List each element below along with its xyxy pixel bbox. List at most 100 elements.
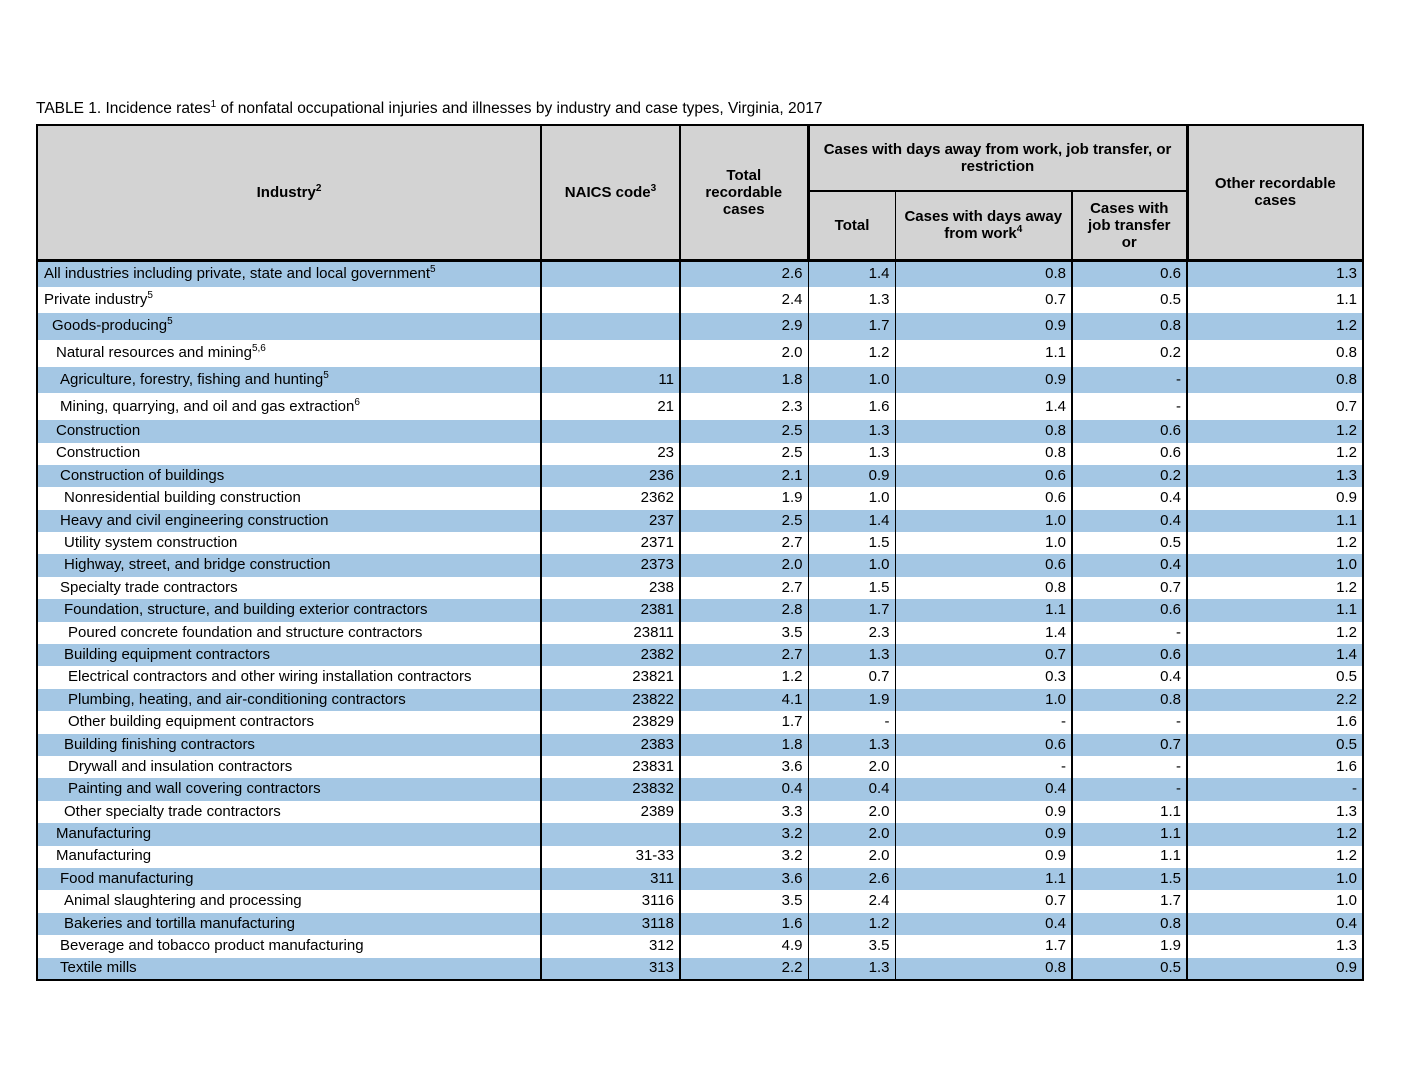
naics-cell: 23 bbox=[541, 442, 681, 465]
total-cell: 2.6 bbox=[808, 867, 896, 891]
naics-cell: 23832 bbox=[541, 778, 681, 801]
total-cell: 2.0 bbox=[808, 823, 896, 846]
other-cell: - bbox=[1187, 778, 1364, 801]
job-transfer-cell: 1.1 bbox=[1072, 823, 1189, 846]
other-cell: 1.3 bbox=[1336, 937, 1358, 955]
days-away-cell: 0.3 bbox=[895, 666, 1073, 689]
column-group-header-days-away: Cases with days away from work, job tran… bbox=[808, 125, 1189, 192]
total-cell: 2.0 bbox=[808, 800, 896, 824]
days-away-cell: 0.8 bbox=[895, 576, 1073, 600]
total-recordable-cell: 0.4 bbox=[680, 778, 809, 801]
days-away-cell: 0.9 bbox=[895, 800, 1073, 824]
total-recordable-cell: 2.4 bbox=[680, 286, 809, 314]
industry-footnote-marker: 5 bbox=[147, 289, 153, 301]
industry-cell: Other specialty trade contractors bbox=[37, 800, 542, 824]
naics-cell: 23811 bbox=[541, 621, 681, 645]
total-recordable-cell: 2.7 bbox=[680, 644, 809, 667]
other-cell: 1.2 bbox=[1187, 313, 1364, 341]
table-title-footnote-marker: 1 bbox=[210, 98, 217, 110]
industry-cell: Heavy and civil engineering construction bbox=[37, 509, 542, 533]
naics-cell bbox=[541, 420, 681, 443]
total-recordable-cell: 2.6 bbox=[680, 260, 809, 287]
industry-cell: Food manufacturing bbox=[37, 867, 542, 891]
other-cell: 0.7 bbox=[1336, 397, 1358, 415]
naics-footnote-marker: 3 bbox=[650, 182, 657, 194]
table-row: Building equipment contractors 2382 2.7 1.3… bbox=[37, 644, 1364, 667]
table-header: Industry2 NAICS code3 Total recordable c… bbox=[37, 125, 1364, 260]
total-recordable-cell: 1.6 bbox=[680, 912, 809, 936]
job-transfer-cell: 0.8 bbox=[1072, 313, 1189, 341]
other-cell: 1.2 bbox=[1336, 534, 1358, 552]
other-cell: 0.9 bbox=[1336, 489, 1358, 507]
table-row: Private industry5 2.4 1.3 0.7 0.5 1.1 bbox=[37, 286, 1363, 314]
total-cell: 1.9 bbox=[808, 688, 896, 712]
total-recordable-cell: 2.7 bbox=[680, 532, 809, 555]
other-cell: 2.2 bbox=[1187, 688, 1364, 712]
days-away-cell: 0.6 bbox=[895, 733, 1073, 756]
column-header-job-transfer: Cases with job transfer or bbox=[1072, 191, 1189, 260]
table-row: Natural resources and mining5,6 2.0 1.2 1.1… bbox=[37, 340, 1363, 367]
other-cell: 1.2 bbox=[1336, 444, 1358, 462]
days-away-cell: - bbox=[895, 711, 1073, 734]
job-transfer-cell: 0.4 bbox=[1072, 666, 1189, 689]
job-transfer-cell: 0.5 bbox=[1072, 286, 1189, 314]
industry-footnote-marker: 6 bbox=[354, 396, 360, 408]
naics-cell: 11 bbox=[541, 366, 681, 394]
naics-cell bbox=[541, 260, 681, 287]
other-cell: 1.4 bbox=[1187, 644, 1364, 667]
days-away-cell: 0.7 bbox=[895, 286, 1073, 314]
naics-cell: 23822 bbox=[541, 688, 681, 712]
total-recordable-cell: 4.9 bbox=[680, 935, 809, 958]
total-cell: 1.4 bbox=[808, 509, 896, 533]
naics-cell: 23829 bbox=[541, 711, 681, 734]
column-header-industry: Industry2 bbox=[37, 125, 542, 260]
job-transfer-cell: 0.6 bbox=[1072, 644, 1189, 667]
total-cell: 1.3 bbox=[808, 442, 896, 465]
total-cell: 1.3 bbox=[808, 420, 896, 443]
days-away-cell: 0.8 bbox=[895, 420, 1073, 443]
table-row: Building finishing contractors 2383 1.8 1.3… bbox=[37, 733, 1364, 756]
naics-cell: 23821 bbox=[541, 666, 681, 689]
table-row: Electrical contractors and other wiring … bbox=[37, 666, 1363, 689]
naics-cell: 2373 bbox=[541, 554, 681, 577]
total-cell: 1.4 bbox=[808, 260, 896, 287]
naics-cell bbox=[541, 286, 681, 314]
naics-cell: 237 bbox=[541, 509, 681, 533]
job-transfer-cell: - bbox=[1072, 711, 1189, 734]
other-cell: 1.0 bbox=[1187, 867, 1364, 891]
industry-cell: Building equipment contractors bbox=[37, 644, 542, 667]
total-cell: 1.7 bbox=[808, 599, 896, 622]
job-transfer-cell: - bbox=[1072, 366, 1189, 394]
job-transfer-cell: - bbox=[1072, 393, 1189, 421]
days-away-cell: 1.1 bbox=[895, 867, 1073, 891]
table-row: Drywall and insulation contractors 23831 3… bbox=[37, 755, 1363, 779]
days-away-cell: 0.7 bbox=[895, 644, 1073, 667]
industry-footnote-marker: 5 bbox=[167, 316, 173, 328]
job-transfer-cell: 1.1 bbox=[1072, 800, 1189, 824]
total-recordable-cell: 3.2 bbox=[680, 823, 809, 846]
days-away-cell: 1.1 bbox=[895, 340, 1073, 367]
other-cell: 0.4 bbox=[1187, 912, 1364, 936]
naics-cell: 3118 bbox=[541, 912, 681, 936]
table-row: Other building equipment contractors 2382… bbox=[37, 711, 1363, 734]
column-header-days-away-label: Cases with days away from work bbox=[904, 208, 1063, 243]
industry-cell: Building finishing contractors bbox=[37, 733, 542, 756]
industry-cell: Poured concrete foundation and structure… bbox=[37, 621, 542, 645]
industry-footnote-marker: 5 bbox=[430, 263, 436, 275]
naics-cell: 2371 bbox=[541, 532, 681, 555]
job-transfer-cell: 0.7 bbox=[1072, 733, 1189, 756]
total-cell: 1.5 bbox=[808, 576, 896, 600]
days-away-cell: 0.8 bbox=[895, 260, 1073, 287]
total-recordable-cell: 2.8 bbox=[680, 599, 809, 622]
naics-cell: 2381 bbox=[541, 599, 681, 622]
incidence-rates-table: Industry2 NAICS code3 Total recordable c… bbox=[36, 124, 1365, 981]
industry-cell: Nonresidential building construction bbox=[37, 487, 542, 510]
industry-cell: Animal slaughtering and processing bbox=[37, 890, 542, 913]
industry-cell: Other building equipment contractors bbox=[37, 711, 542, 734]
industry-cell: Plumbing, heating, and air-conditioning … bbox=[37, 688, 542, 712]
total-recordable-cell: 3.3 bbox=[680, 800, 809, 824]
other-cell: 1.3 bbox=[1336, 802, 1358, 820]
total-recordable-cell: 1.2 bbox=[680, 666, 809, 689]
days-away-cell: 0.7 bbox=[895, 890, 1073, 913]
industry-cell: Construction of buildings bbox=[37, 464, 542, 488]
